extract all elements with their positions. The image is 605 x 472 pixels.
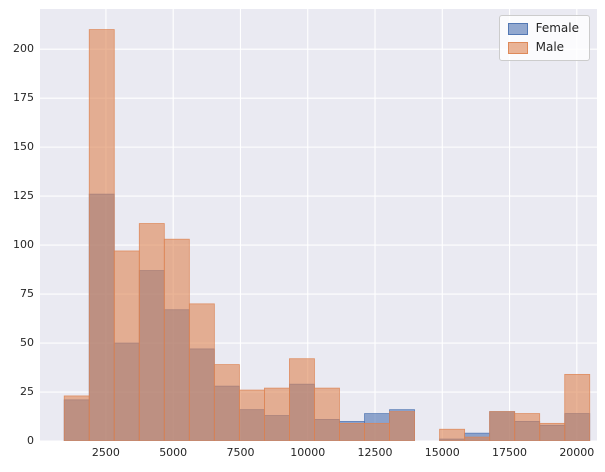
y-tick-label: 0 [27,434,34,447]
histogram-bar-male [339,422,365,441]
histogram-bar-male [63,395,90,441]
y-tick-label: 125 [13,189,34,203]
histogram-bar-male [213,364,240,441]
histogram-bar-male [514,413,541,441]
histogram-bar-male [88,29,115,441]
x-tick-label: 12500 [357,446,393,459]
histogram-bar-male [138,223,165,441]
y-tick-label: 50 [20,336,34,350]
histogram-bar-male [264,387,290,441]
plot-area: Female Male [40,9,597,441]
histogram-bar-male [439,428,466,441]
y-tick-label: 25 [20,385,34,399]
histogram-bar-male [389,411,415,441]
x-tick-label: 5000 [159,446,188,459]
legend: Female Male [498,15,590,61]
histogram-bar-male [163,238,190,441]
histogram-bar-male [564,373,591,441]
histogram-bar-male [464,436,491,441]
legend-item-female: Female [507,21,579,35]
legend-swatch-female [507,22,528,35]
x-tick-label: 15000 [424,446,460,459]
histogram-bar-male [314,387,340,441]
histogram-bar-male [364,422,390,441]
x-tick-label: 17500 [492,446,528,459]
legend-label-male: Male [535,40,565,54]
legend-item-male: Male [507,40,579,54]
y-tick-label: 100 [13,238,34,252]
histogram-bar-male [489,411,516,441]
histogram-bar-male [188,303,215,441]
histogram-canvas [40,9,597,441]
x-tick-label: 10000 [290,446,326,459]
y-tick-label: 200 [13,42,34,56]
histogram-bar-male [289,358,315,441]
histogram-bar-male [238,389,265,441]
histogram-bar-male [113,250,140,441]
y-tick-label: 75 [20,287,34,301]
y-tick-label: 150 [13,140,34,154]
x-tick-label: 7500 [226,446,255,459]
y-tick-label: 175 [13,91,34,105]
histogram-bar-male [539,422,566,441]
x-tick-label: 2500 [91,446,120,459]
legend-label-female: Female [535,21,579,35]
legend-swatch-male [507,41,528,54]
x-tick-label: 20000 [559,446,595,459]
